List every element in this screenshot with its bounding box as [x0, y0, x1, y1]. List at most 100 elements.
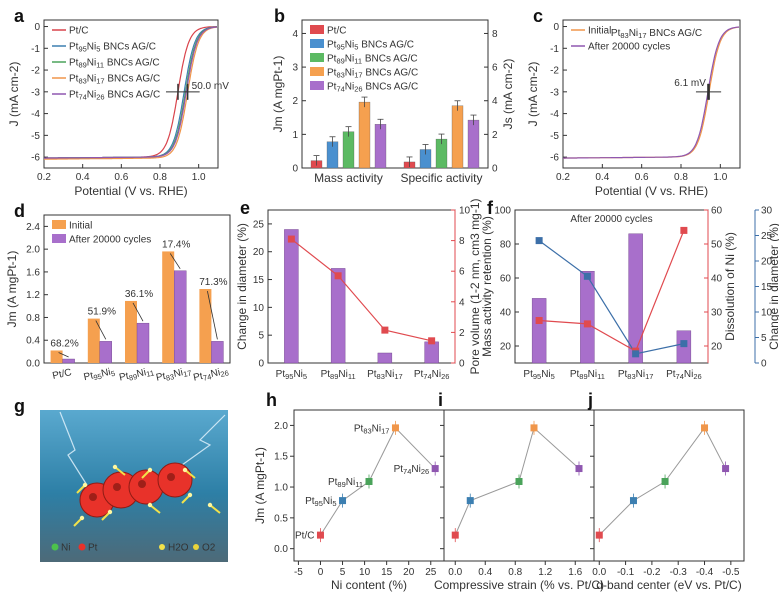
y-tick-label: 80: [500, 240, 512, 251]
h2o-legend-dot: [159, 544, 165, 550]
y-right-tick-label: 6: [459, 267, 465, 278]
legend-swatch: [310, 81, 324, 90]
y-tick-label: -1: [31, 44, 40, 55]
data-point: [365, 477, 373, 485]
x-category-label: Pt95Ni5: [83, 366, 116, 385]
y-axis-label: Jm (A mgPt-1): [5, 251, 19, 328]
legend-swatch: [310, 25, 324, 34]
legend-swatch: [310, 67, 324, 76]
x-tick-label: -0.1: [617, 567, 635, 578]
data-point: [629, 497, 637, 505]
point-label: Pt74Ni26: [394, 464, 430, 476]
x-tick-label: -0.2: [643, 567, 661, 578]
y-tick-label: 0.8: [26, 313, 40, 324]
y-tick-label: 0.0: [26, 359, 40, 370]
h2o-molecule: [182, 467, 188, 473]
y-right-tick-label: 50: [711, 240, 723, 251]
pore-volume-line: [291, 238, 432, 342]
pore: [113, 483, 121, 491]
x-tick-label: -0.4: [696, 567, 714, 578]
y-tick-label: 2: [292, 96, 298, 107]
x-category-label: Pt74Ni26: [666, 369, 702, 381]
y-tick-label: 4: [292, 29, 298, 40]
bar-diameter-change: [424, 341, 439, 364]
pt-nanoparticle: [157, 462, 193, 498]
y-tick-label: 20: [253, 247, 265, 258]
legend-label: O2: [202, 543, 216, 554]
y-tick-label: 10: [253, 303, 265, 314]
legend-label: Pt95Ni5 BNCs AG/C: [69, 42, 156, 54]
y-right-tick-label: 0: [459, 359, 465, 370]
y-tick-label: 40: [500, 308, 512, 319]
bar-initial: [87, 318, 100, 363]
x-tick-label: 15: [381, 567, 393, 578]
ni-dissolution-point: [535, 317, 543, 324]
series-line: [563, 26, 740, 159]
retention-label: 51.9%: [88, 307, 116, 318]
bar-retention: [580, 271, 595, 364]
panel-j: j 0.0 -0.1 -0.2 -0.3 -0.4 -0.5d-band center (e…: [587, 390, 745, 592]
panel-h: h -5 0 5 10 15 20 25 0.0 0.5 1.0 1.5 2.0 Ni content (…: [253, 390, 445, 592]
legend-swatch: [52, 220, 66, 229]
y-axis-label: J (mA cm-2): [526, 62, 540, 127]
data-point: [661, 477, 669, 485]
legend-label: Pt83Ni17 BNCs AG/C: [327, 68, 418, 80]
y-tick-label: 0.5: [274, 513, 288, 524]
data-point: [515, 477, 523, 485]
x-tick-label: 0.0: [592, 567, 606, 578]
x-axis-label: Potential (V vs. RHE): [74, 184, 187, 198]
x-axis-label: Potential (V vs. RHE): [595, 184, 708, 198]
x-tick-label: -0.5: [722, 567, 740, 578]
bar-after: [99, 341, 113, 364]
y-tick-label: 3: [292, 63, 298, 74]
legend-label: Pt95Ni5 BNCs AG/C: [327, 40, 414, 52]
y-tick-label: 0: [292, 164, 298, 175]
x-tick-label: 0.0: [448, 567, 462, 578]
h2o-molecule: [147, 502, 153, 508]
diameter-change-point: [583, 272, 591, 280]
x-tick-label: 20: [403, 567, 415, 578]
x-category-label: Mass activity: [314, 171, 383, 185]
pore: [89, 493, 97, 501]
annotation-arrow: [58, 352, 69, 358]
x-tick-label: 1.2: [538, 567, 552, 578]
data-point: [530, 424, 538, 432]
data-point: [595, 531, 603, 539]
bar-initial: [125, 300, 137, 363]
point-label: Pt89Ni11: [328, 477, 363, 489]
panel-c: c 0.2 0.4 0.6 0.8 1.0 0 -1 -2 -3 -4 -5 -6 Potential (…: [526, 6, 741, 198]
annotation-arrow: [95, 320, 107, 340]
panel-label: e: [240, 198, 250, 218]
bar: [374, 124, 387, 169]
y-tick-label: 2.0: [26, 245, 40, 256]
y-right-tick-label: 20: [711, 342, 723, 353]
h2o-molecule: [107, 509, 113, 515]
y-tick-label: 1.0: [274, 483, 288, 494]
data-point: [451, 531, 459, 539]
y-tick-label: -5: [550, 131, 559, 142]
pore-volume-point: [381, 326, 389, 334]
y-tick-label: -3: [550, 87, 559, 98]
plot-frame: [593, 409, 745, 562]
annotation-label: 50.0 mV: [192, 81, 230, 92]
panel-e: e 0 5 10 15 20 25 0 2 4 6 8 10 Change in diameter (%)…: [235, 198, 482, 381]
y-tick-label: 100: [494, 206, 511, 217]
y-axis-label: Mass activity retention (%): [480, 216, 494, 357]
bar-initial: [50, 350, 63, 363]
x-category-label: Pt/C: [51, 367, 72, 382]
bar-retention: [628, 233, 643, 364]
lightning-icon: [59, 411, 91, 491]
chart-title: Pt83Ni17 BNCs AG/C: [611, 28, 702, 40]
lightning-icon: [174, 414, 226, 471]
x-tick-label: 0.2: [37, 172, 51, 183]
ni-dissolution-point: [680, 226, 688, 234]
panel-label: g: [14, 396, 25, 416]
x-tick-label: 1.6: [568, 567, 582, 578]
y-tick-label: 0: [258, 359, 264, 370]
data-point: [316, 531, 324, 539]
y-right2-tick-label: 5: [761, 333, 767, 344]
legend-swatch: [310, 39, 324, 48]
x-tick-label: 0: [318, 567, 324, 578]
plot-frame: [301, 19, 489, 169]
